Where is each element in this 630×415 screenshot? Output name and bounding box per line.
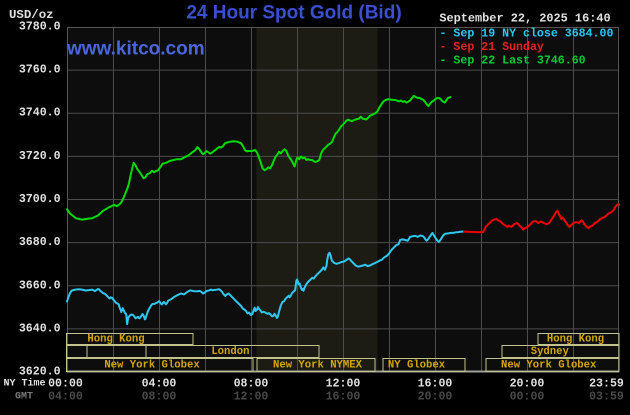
svg-text:3780.0: 3780.0 xyxy=(19,21,61,34)
svg-text:08:00: 08:00 xyxy=(142,390,177,403)
svg-text:00:00: 00:00 xyxy=(48,377,83,390)
svg-text:Hong Kong: Hong Kong xyxy=(547,334,604,346)
svg-text:12:00: 12:00 xyxy=(234,390,269,403)
svg-text:USD/oz: USD/oz xyxy=(9,8,54,22)
svg-text:Hong Kong: Hong Kong xyxy=(87,334,144,346)
svg-text:20:00: 20:00 xyxy=(510,377,545,390)
svg-text:16:00: 16:00 xyxy=(326,390,361,403)
svg-text:03:59: 03:59 xyxy=(589,390,624,403)
svg-text:- Sep 19 NY close 3684.00: - Sep 19 NY close 3684.00 xyxy=(440,28,614,41)
svg-text:00:00: 00:00 xyxy=(510,390,545,403)
svg-text:GMT: GMT xyxy=(15,391,33,402)
svg-text:3760.0: 3760.0 xyxy=(19,64,61,77)
svg-text:3620.0: 3620.0 xyxy=(19,366,61,379)
svg-text:3680.0: 3680.0 xyxy=(19,236,61,249)
svg-text:3720.0: 3720.0 xyxy=(19,150,61,163)
svg-text:September 22, 2025 16:40: September 22, 2025 16:40 xyxy=(439,12,610,26)
svg-text:04:00: 04:00 xyxy=(142,377,177,390)
svg-text:New York Globex: New York Globex xyxy=(104,360,200,372)
svg-text:New York NYMEX: New York NYMEX xyxy=(273,360,363,372)
svg-text:3700.0: 3700.0 xyxy=(19,193,61,206)
svg-text:12:00: 12:00 xyxy=(326,377,361,390)
svg-text:Sydney: Sydney xyxy=(531,346,570,358)
svg-text:3660.0: 3660.0 xyxy=(19,279,61,292)
svg-text:04:00: 04:00 xyxy=(48,390,83,403)
svg-text:New York Globex: New York Globex xyxy=(501,360,597,372)
svg-text:- Sep 22 Last 3746.60: - Sep 22 Last 3746.60 xyxy=(440,55,586,68)
svg-text:- Sep 21 Sunday: - Sep 21 Sunday xyxy=(440,41,544,54)
svg-text:20:00: 20:00 xyxy=(418,390,453,403)
svg-text:3640.0: 3640.0 xyxy=(19,322,61,335)
svg-text:3740.0: 3740.0 xyxy=(19,107,61,120)
svg-text:08:00: 08:00 xyxy=(234,377,269,390)
svg-text:NY Globex: NY Globex xyxy=(388,360,446,372)
svg-text:London: London xyxy=(211,346,249,358)
svg-text:www.kitco.com: www.kitco.com xyxy=(66,39,205,60)
svg-text:23:59: 23:59 xyxy=(589,377,624,390)
svg-text:NY Time: NY Time xyxy=(4,377,46,389)
svg-text:16:00: 16:00 xyxy=(418,377,453,390)
svg-text:24 Hour Spot Gold (Bid): 24 Hour Spot Gold (Bid) xyxy=(186,2,401,23)
